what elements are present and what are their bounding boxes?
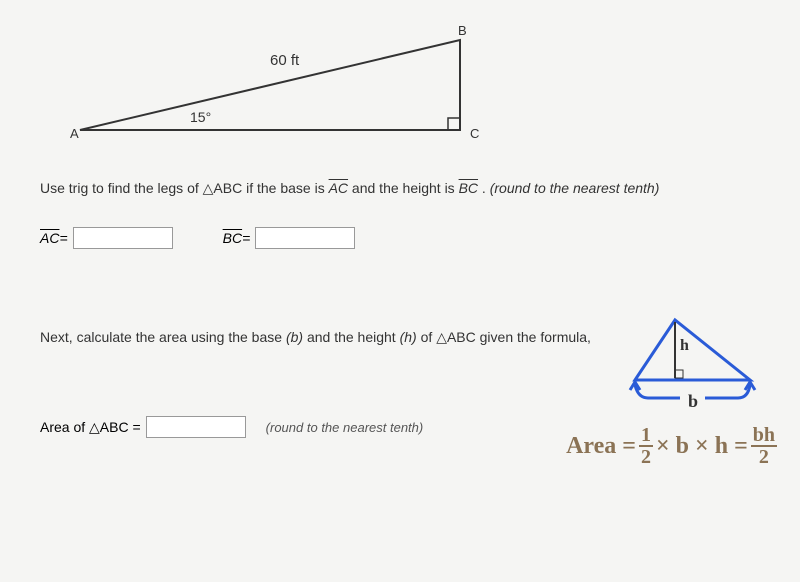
ac-label: AC [40,230,59,246]
triangle-diagram: A B C 60 ft 15° [60,20,510,150]
area-formula: Area = 12 × b × h = bh2 [566,425,780,467]
svg-text:h: h [680,337,689,354]
area-label: Area of △ABC = [40,419,141,436]
vertex-b-label: B [458,23,467,38]
ac-input-group: AC= [40,227,173,249]
svg-text:b: b [688,391,698,411]
vertex-c-label: C [470,126,479,141]
area-input[interactable] [146,416,246,438]
bc-input[interactable] [255,227,355,249]
angle-label: 15° [190,109,211,125]
ac-input[interactable] [73,227,173,249]
area-round-note: (round to the nearest tenth) [266,420,424,435]
instruction-text: Use trig to find the legs of △ABC if the… [40,180,760,197]
formula-triangle-diagram: h b [620,310,770,425]
bc-input-group: BC= [223,227,356,249]
hypotenuse-label: 60 ft [270,52,300,69]
bc-label: BC [223,230,242,246]
vertex-a-label: A [70,126,79,141]
